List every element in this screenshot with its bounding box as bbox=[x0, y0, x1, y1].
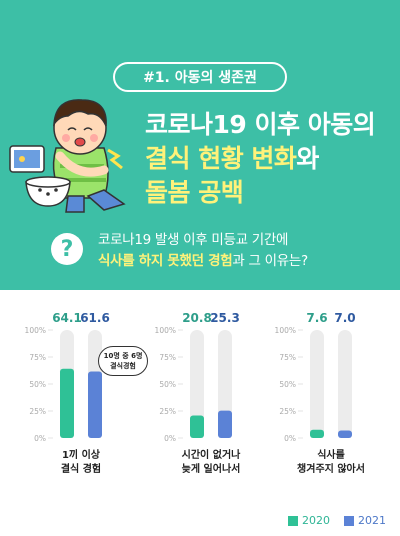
headline: 코로나19 이후 아동의 결식 현황 변화와 돌봄 공백 bbox=[145, 108, 400, 210]
category-label: 식사를 bbox=[317, 448, 345, 461]
bar-2021 bbox=[218, 410, 232, 438]
data-label: 64.1 bbox=[52, 311, 82, 325]
callout-bubble: 10명 중 6명 결식경험 bbox=[98, 346, 148, 376]
bar-2020 bbox=[60, 368, 74, 438]
y-tick-label: 50% bbox=[279, 380, 296, 389]
headline-line-1: 코로나19 이후 아동의 bbox=[145, 110, 376, 139]
y-tick-label: 50% bbox=[159, 380, 176, 389]
y-tick-label: 25% bbox=[279, 407, 296, 416]
y-tick-label: 75% bbox=[279, 353, 296, 362]
question-mark-icon: ? bbox=[51, 233, 83, 265]
section-tag: #1. 아동의 생존권 bbox=[113, 62, 287, 92]
question-highlight: 식사를 하지 못했던 경험 bbox=[98, 253, 233, 269]
category-label: 챙겨주지 않아서 bbox=[297, 462, 365, 475]
legend-label-2021: 2021 bbox=[358, 514, 386, 527]
headline-line-2: 결식 현황 변화와 bbox=[145, 142, 400, 176]
bar-track bbox=[190, 330, 204, 438]
question-text: 코로나19 발생 이후 미등교 기간에 식사를 하지 못했던 경험과 그 이유는… bbox=[98, 230, 398, 272]
data-label: 61.6 bbox=[80, 311, 110, 325]
question-line-2-rest: 과 그 이유는? bbox=[232, 253, 308, 269]
y-tick-label: 100% bbox=[25, 326, 46, 335]
bar-2020 bbox=[190, 415, 204, 438]
y-tick-label: 25% bbox=[159, 407, 176, 416]
callout-line-2: 결식경험 bbox=[110, 362, 136, 370]
y-tick-label: 0% bbox=[164, 434, 176, 443]
bar-2021 bbox=[88, 371, 102, 438]
category-label: 1끼 이상 bbox=[62, 448, 101, 461]
data-label: 25.3 bbox=[210, 311, 240, 325]
chart-legend: 2020 2021 bbox=[288, 514, 386, 527]
data-label: 7.6 bbox=[306, 311, 327, 325]
y-tick-label: 0% bbox=[34, 434, 46, 443]
section-tag-label: #1. 아동의 생존권 bbox=[143, 70, 257, 86]
category-label: 늦게 일어나서 bbox=[182, 462, 241, 475]
data-label: 20.8 bbox=[182, 311, 212, 325]
bar-track bbox=[310, 330, 324, 438]
y-tick-label: 50% bbox=[29, 380, 46, 389]
legend-item-2020: 2020 bbox=[288, 514, 330, 527]
legend-item-2021: 2021 bbox=[344, 514, 386, 527]
y-tick-label: 75% bbox=[29, 353, 46, 362]
question-mark-glyph: ? bbox=[60, 236, 74, 262]
y-tick-label: 75% bbox=[159, 353, 176, 362]
headline-line-3: 돌봄 공백 bbox=[145, 178, 244, 207]
bar-2020 bbox=[310, 429, 324, 438]
headline-line-2-rest: 와 bbox=[296, 144, 319, 173]
legend-swatch-2021 bbox=[344, 515, 354, 526]
question-line-1: 코로나19 발생 이후 미등교 기간에 bbox=[98, 232, 289, 248]
category-label: 시간이 없거나 bbox=[182, 448, 241, 461]
data-label: 7.0 bbox=[334, 311, 355, 325]
y-tick-label: 100% bbox=[155, 326, 176, 335]
y-tick-label: 100% bbox=[275, 326, 296, 335]
child-with-stomachache-icon bbox=[8, 86, 158, 216]
y-tick-label: 0% bbox=[284, 434, 296, 443]
legend-swatch-2020 bbox=[288, 515, 298, 526]
question-line-2: 식사를 하지 못했던 경험과 그 이유는? bbox=[98, 251, 398, 272]
bar-track bbox=[338, 330, 352, 438]
callout-line-1: 10명 중 6명 bbox=[103, 352, 143, 360]
category-label: 결식 경험 bbox=[61, 462, 101, 475]
legend-label-2020: 2020 bbox=[302, 514, 330, 527]
bar-2021 bbox=[338, 430, 352, 438]
headline-highlight: 결식 현황 변화 bbox=[145, 144, 297, 173]
y-tick-label: 25% bbox=[29, 407, 46, 416]
